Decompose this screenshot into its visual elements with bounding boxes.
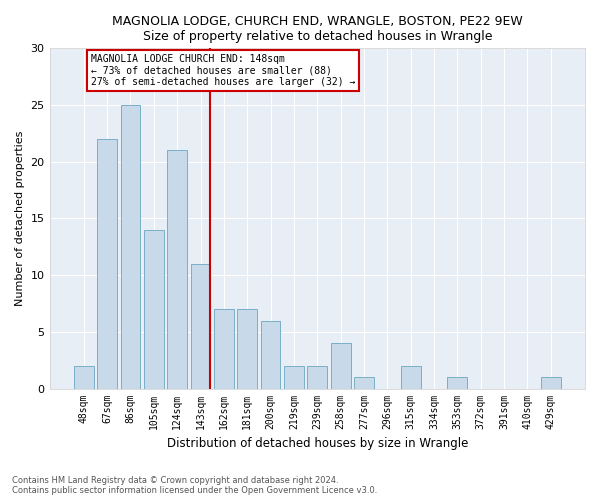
Title: MAGNOLIA LODGE, CHURCH END, WRANGLE, BOSTON, PE22 9EW
Size of property relative : MAGNOLIA LODGE, CHURCH END, WRANGLE, BOS… xyxy=(112,15,523,43)
Text: MAGNOLIA LODGE CHURCH END: 148sqm
← 73% of detached houses are smaller (88)
27% : MAGNOLIA LODGE CHURCH END: 148sqm ← 73% … xyxy=(91,54,355,87)
Bar xyxy=(448,377,467,388)
Bar xyxy=(260,320,280,388)
Bar xyxy=(97,139,117,388)
Bar xyxy=(74,366,94,388)
Bar xyxy=(144,230,164,388)
Bar xyxy=(121,105,140,389)
Bar xyxy=(331,343,350,388)
Bar xyxy=(401,366,421,388)
Bar xyxy=(541,377,560,388)
Bar xyxy=(214,309,234,388)
Bar xyxy=(284,366,304,388)
Bar xyxy=(307,366,327,388)
Y-axis label: Number of detached properties: Number of detached properties xyxy=(15,131,25,306)
Bar xyxy=(238,309,257,388)
Bar xyxy=(167,150,187,388)
X-axis label: Distribution of detached houses by size in Wrangle: Distribution of detached houses by size … xyxy=(167,437,468,450)
Bar xyxy=(191,264,211,388)
Bar xyxy=(354,377,374,388)
Text: Contains HM Land Registry data © Crown copyright and database right 2024.
Contai: Contains HM Land Registry data © Crown c… xyxy=(12,476,377,495)
